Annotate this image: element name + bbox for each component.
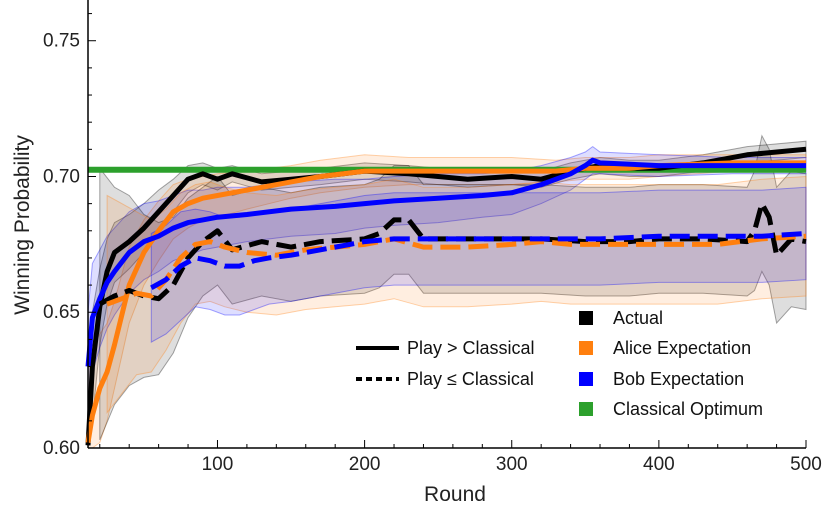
legend-marker-actual [579, 311, 593, 325]
y-tick-label: 0.65 [43, 302, 80, 323]
x-tick-label: 500 [790, 454, 822, 475]
legend: Play > Classical Play ≤ Classical Actual Al… [356, 308, 763, 419]
legend-label-bob-expectation: Bob Expectation [613, 369, 744, 389]
x-axis-title: Round [424, 483, 486, 506]
legend-linestyle-dotted-label: Play ≤ Classical [407, 369, 534, 389]
x-tick-label: 400 [643, 454, 675, 475]
legend-marker-bob-expectation [579, 372, 593, 386]
series-bob-expectation-dashed [150, 231, 807, 290]
series-lines [85, 146, 807, 446]
axes: 100 200 300 400 500 0.60 0.65 0.70 0.75 Round Winn… [11, 0, 822, 506]
series-actual-dashed [98, 201, 807, 307]
legend-label-alice-expectation: Alice Expectation [613, 338, 751, 358]
legend-label-classical-optimum: Classical Optimum [613, 399, 763, 419]
legend-label-actual: Actual [613, 308, 663, 328]
y-axis-title: Winning Probability [11, 135, 34, 315]
y-tick-label: 0.60 [43, 438, 80, 459]
x-tick-label: 300 [496, 454, 528, 475]
legend-marker-alice-expectation [579, 341, 593, 355]
legend-linestyle-solid-label: Play > Classical [407, 338, 535, 358]
legend-marker-classical-optimum [579, 402, 593, 416]
x-tick-label: 200 [349, 454, 381, 475]
y-tick-label: 0.70 [43, 166, 80, 187]
y-tick-label: 0.75 [43, 31, 80, 52]
x-tick-label: 100 [202, 454, 234, 475]
band-actual-solid [87, 140, 807, 449]
series-bob-expectation-solid [85, 157, 806, 367]
